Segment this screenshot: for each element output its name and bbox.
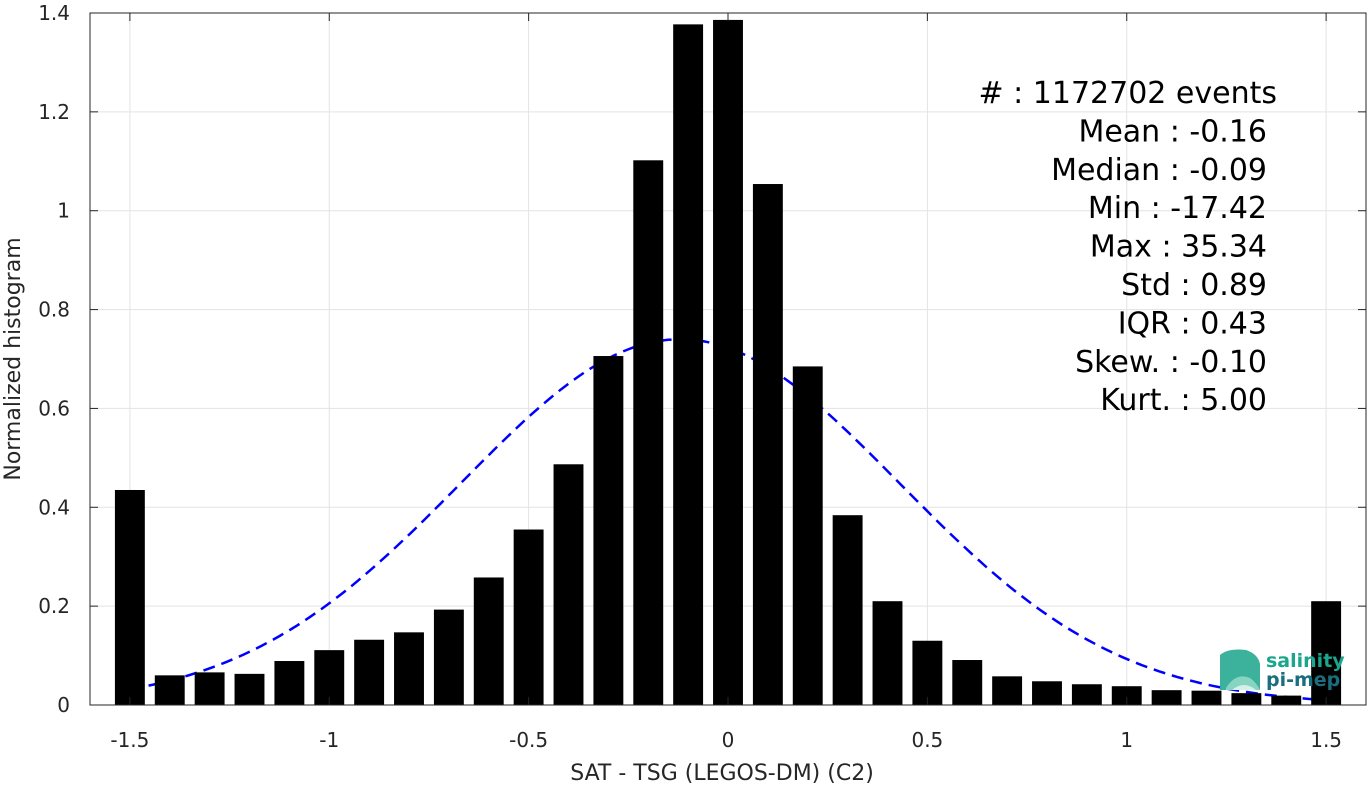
stats-line: # : 1172702 events — [978, 76, 1277, 111]
histogram-bar — [433, 609, 464, 705]
y-tick-label: 0.8 — [38, 298, 70, 322]
stats-line: Kurt. : 5.00 — [1100, 383, 1267, 418]
y-axis-label: Normalized histogram — [1, 237, 26, 480]
logo-text-line2: pi-mep — [1266, 669, 1340, 691]
x-tick-label: -0.5 — [509, 728, 548, 752]
y-tick-label: 1.2 — [38, 100, 70, 124]
histogram-bar — [394, 632, 424, 705]
y-axis: 0 0.2 0.4 0.6 0.8 1 1.2 1.4 — [38, 1, 1366, 717]
histogram-bar — [752, 184, 783, 706]
x-tick-label: 0 — [722, 728, 735, 752]
histogram-bar — [952, 660, 983, 705]
bars — [114, 19, 1342, 706]
histogram-bar — [1191, 690, 1222, 705]
histogram-bar — [1111, 686, 1142, 705]
y-tick-label: 0.6 — [38, 396, 70, 420]
histogram-bar — [673, 24, 704, 705]
histogram-bar — [154, 675, 185, 705]
normal-fit-curve — [129, 337, 1327, 702]
histogram-bar — [1311, 601, 1342, 705]
x-tick-label: 0.5 — [911, 728, 943, 752]
histogram-bar — [1071, 684, 1102, 705]
salinity-pi-mep-logo: salinity pi-mep — [1220, 649, 1345, 691]
histogram-bar — [992, 676, 1023, 705]
y-tick-label: 0.4 — [38, 495, 70, 519]
stats-line: Std : 0.89 — [1121, 268, 1267, 303]
y-tick-label: 0.2 — [38, 594, 70, 618]
stats-line: IQR : 0.43 — [1118, 306, 1267, 341]
stats-line: Median : -0.09 — [1051, 153, 1267, 188]
x-tick-label: 1 — [1120, 728, 1133, 752]
histogram-bar — [1032, 681, 1062, 705]
x-tick-label: 1.5 — [1310, 728, 1342, 752]
stats-line: Mean : -0.16 — [1078, 114, 1267, 149]
histogram-bar — [473, 577, 504, 705]
stats-line: Skew. : -0.10 — [1075, 345, 1267, 380]
histogram-bar — [234, 673, 265, 705]
logo-text-line1: salinity — [1266, 650, 1345, 672]
x-tick-label: -1.5 — [110, 728, 149, 752]
x-axis-label: SAT - TSG (LEGOS-DM) (C2) — [570, 761, 874, 785]
histogram-bar — [832, 515, 863, 705]
histogram-bar — [314, 650, 345, 705]
x-tick-label: -1 — [319, 728, 339, 752]
histogram-bar — [792, 366, 823, 705]
x-axis: -1.5 -1 -0.5 0 0.5 1 1.5 — [110, 13, 1342, 752]
histogram-bar — [274, 661, 305, 705]
y-tick-label: 1.4 — [38, 1, 70, 25]
histogram-bar — [513, 529, 544, 705]
histogram-bar — [713, 19, 743, 706]
histogram-bar — [114, 489, 145, 705]
stats-line: Min : -17.42 — [1088, 191, 1267, 226]
histogram-bar — [633, 160, 664, 706]
normal-fit-layer — [129, 337, 1327, 702]
histogram-bar — [1271, 695, 1302, 705]
stats-line: Max : 35.34 — [1090, 230, 1267, 265]
histogram-bar — [593, 356, 624, 705]
histogram-bar — [872, 601, 903, 705]
histogram-bar — [1231, 693, 1262, 705]
histogram-bar — [553, 464, 584, 705]
logo-mark-icon — [1220, 649, 1260, 690]
histogram-bar — [912, 640, 943, 705]
y-tick-label: 0 — [57, 693, 70, 717]
y-tick-label: 1 — [57, 199, 70, 223]
histogram-bar — [1151, 690, 1182, 705]
histogram-bar — [194, 672, 225, 705]
histogram-bar — [354, 639, 385, 705]
